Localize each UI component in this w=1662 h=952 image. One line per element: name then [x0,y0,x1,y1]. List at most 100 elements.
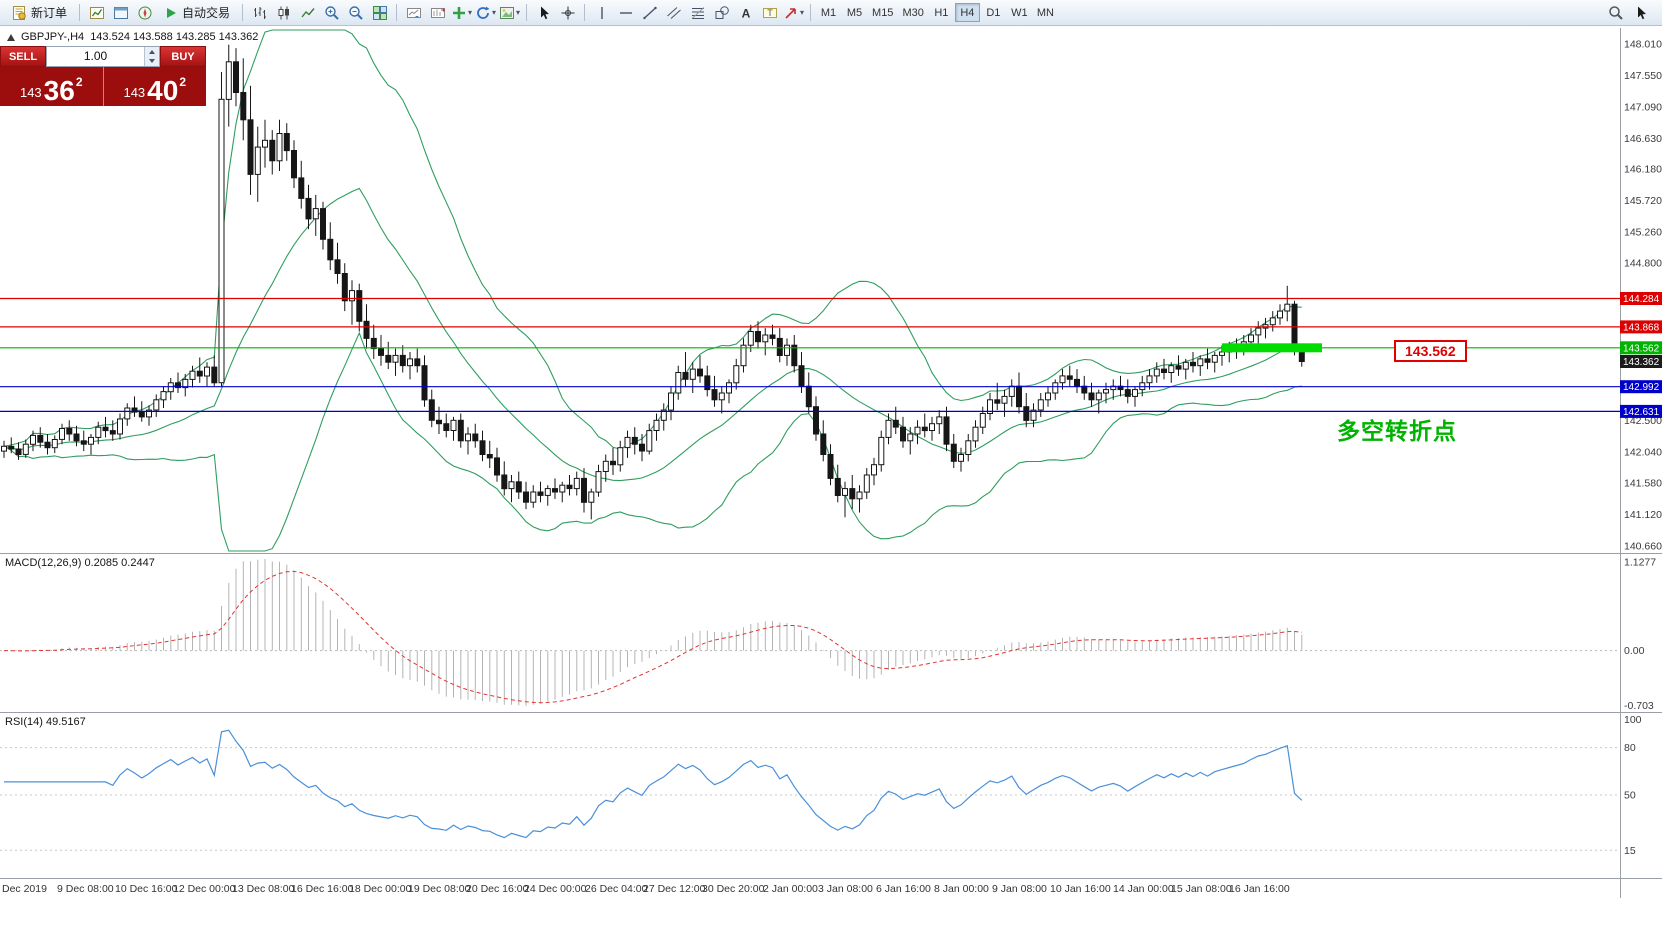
price-tag [1620,320,1662,334]
candle-body [385,354,392,363]
timeframe-h1-button[interactable]: H1 [929,3,954,22]
line-chart-mode-button[interactable] [296,2,319,24]
volume-input[interactable]: 1.00 [46,46,160,67]
candle-body [73,433,80,442]
candle-body [1066,375,1073,380]
candle-body [544,488,551,496]
vertical-line-tool-button[interactable] [590,2,613,24]
highlight-zone[interactable] [1222,343,1322,353]
bar-chart-mode-button[interactable] [248,2,271,24]
new-order-button[interactable]: 新订单 [4,2,74,24]
auto-scroll-button[interactable] [402,2,425,24]
up-arrow-icon [149,49,155,54]
time-axis-label: 19 Dec 08:00 [408,883,471,895]
search-button[interactable] [1604,2,1627,24]
y-axis-label: 142.040 [1624,446,1662,458]
quick-pointer-button[interactable] [1629,2,1652,24]
candle-body [15,448,22,455]
candle-body [914,426,921,435]
zoom-in-button[interactable] [320,2,343,24]
price-callout-box[interactable]: 143.562 [1394,340,1467,362]
volume-up-button[interactable] [145,47,159,57]
time-axis-label: 12 Dec 00:00 [173,883,236,895]
timeframe-d1-button[interactable]: D1 [981,3,1006,22]
shapes-tool-button[interactable] [710,2,733,24]
price-tag [1620,380,1662,394]
label-tool-button[interactable]: T [758,2,781,24]
candle-body [1248,334,1254,343]
buy-button[interactable]: BUY [160,46,206,67]
time-axis-label: 16 Jan 16:00 [1229,883,1290,895]
zoom-out-button[interactable] [344,2,367,24]
candle-body [769,334,776,339]
collapse-arrow-icon[interactable] [7,33,15,41]
candle-body [37,434,44,443]
candle-body [1204,358,1211,363]
macd-signal-line [3,570,1302,704]
arrows-tool-button[interactable]: ▾ [782,2,805,24]
channel-tool-button[interactable] [662,2,685,24]
candle-body [581,477,587,503]
timeframe-w1-button[interactable]: W1 [1007,3,1032,22]
time-axis-label: 14 Jan 00:00 [1113,883,1174,895]
candle-body [262,139,268,148]
horizontal-line-tool-button[interactable] [614,2,637,24]
trade-prices-row: 143 36 2 143 40 2 [0,67,206,106]
candle-body [30,434,36,445]
timeframe-m15-button[interactable]: M15 [868,3,897,22]
trendline-tool-button[interactable] [638,2,661,24]
candle-body [668,392,674,411]
candle-body [892,419,899,428]
candle-body [472,433,479,442]
volume-spinner [144,47,159,66]
sell-button[interactable]: SELL [0,46,46,67]
search-icon [1608,5,1624,21]
candle-body [1161,368,1167,374]
candle-body [22,443,29,455]
candle-body [153,399,160,411]
market-watch-button[interactable] [85,2,108,24]
data-window-button[interactable] [109,2,132,24]
timeframe-m1-button[interactable]: M1 [816,3,841,22]
candle-body [1052,382,1059,394]
volume-down-button[interactable] [145,56,159,66]
navigator-button[interactable] [133,2,156,24]
candle-body [791,344,798,367]
timeframe-m30-button[interactable]: M30 [898,3,927,22]
candle-body [871,464,877,476]
chart-annotation-text[interactable]: 多空转折点 [1337,418,1457,444]
timeframe-mn-button[interactable]: MN [1033,3,1058,22]
fibonacci-tool-button[interactable] [686,2,709,24]
periods-button[interactable]: ▾ [474,2,497,24]
candle-body [138,411,145,418]
candle-body [689,368,696,380]
buy-price[interactable]: 143 40 2 [103,67,206,106]
price-tag [1620,355,1662,368]
candle-body [842,488,848,496]
candlestick-mode-button[interactable] [272,2,295,24]
candle-body [1030,409,1037,421]
candle-body [211,366,218,384]
timeframe-h4-button[interactable]: H4 [954,3,980,22]
candle-body [117,418,123,435]
text-tool-button[interactable]: A [734,2,757,24]
tile-windows-button[interactable] [368,2,391,24]
timeframe-m5-button[interactable]: M5 [842,3,867,22]
candle-body [254,146,261,175]
autotrading-button[interactable]: 自动交易 [157,2,237,24]
candle-body [160,391,167,401]
indicators-button[interactable]: ▾ [450,2,473,24]
crosshair-tool-button[interactable] [556,2,579,24]
line-icon [300,5,316,21]
candle-body [885,419,892,438]
candle-body [305,197,312,220]
templates-button[interactable]: ▾ [498,2,521,24]
sell-price[interactable]: 143 36 2 [0,67,104,106]
cursor-tool-button[interactable] [532,2,555,24]
autotrading-label: 自动交易 [182,6,231,20]
symbol-name: GBPJPY-,H4 [21,31,85,43]
time-axis-label: 26 Dec 04:00 [585,883,648,895]
chart-shift-button[interactable] [426,2,449,24]
candle-body [631,436,638,445]
